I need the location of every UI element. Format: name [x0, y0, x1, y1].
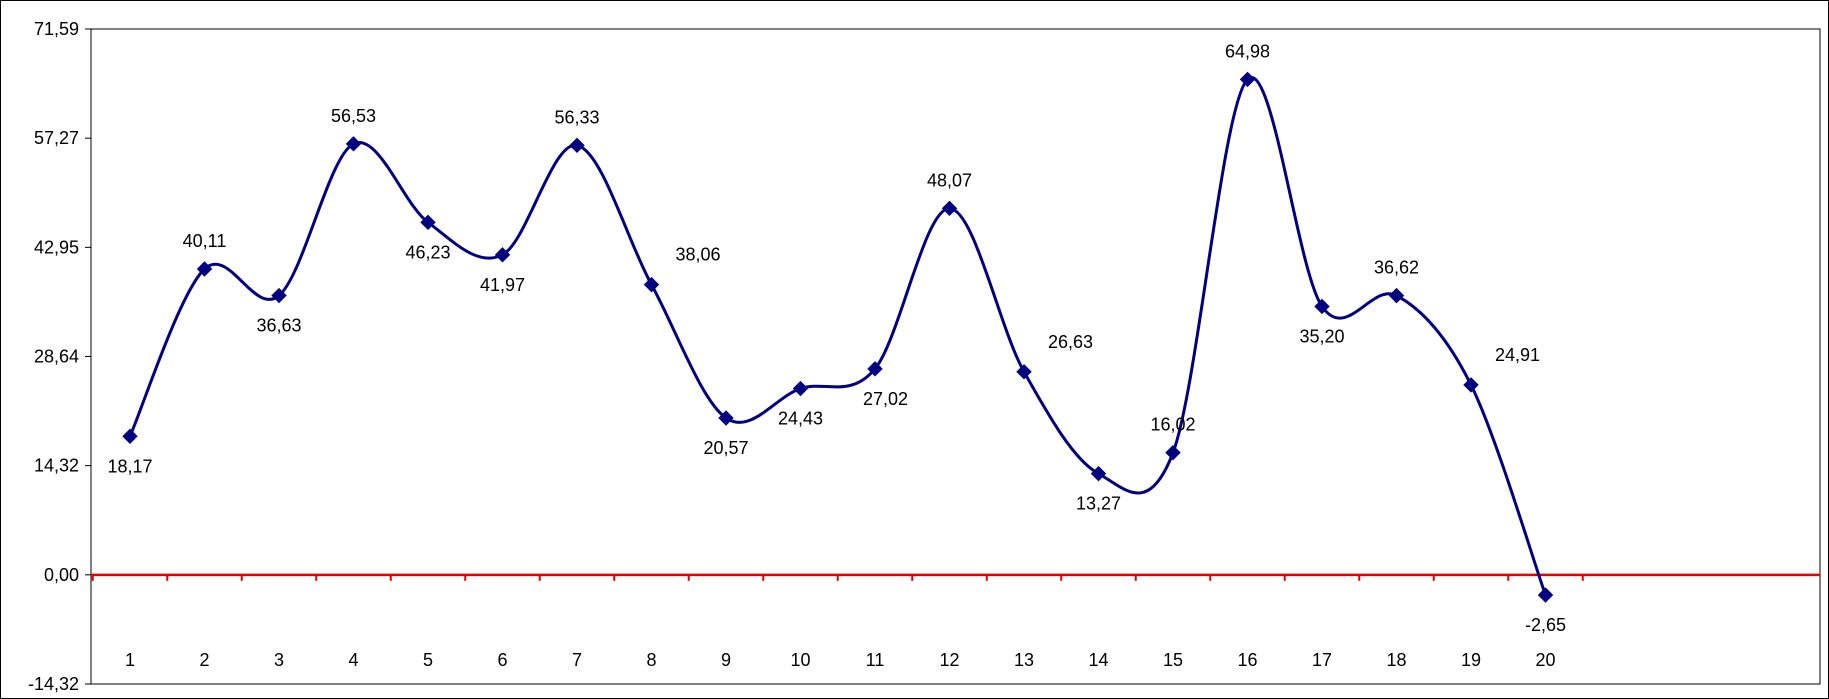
y-tick-label: 14,32	[34, 456, 79, 476]
data-label: 26,63	[1048, 332, 1093, 352]
series-layer	[122, 71, 1554, 603]
data-point-marker	[941, 200, 958, 217]
data-label: 56,53	[331, 106, 376, 126]
data-label: 64,98	[1225, 41, 1270, 61]
data-point-marker	[867, 361, 883, 377]
data-point-marker	[1463, 377, 1479, 393]
data-label: 36,62	[1374, 258, 1419, 278]
data-point-marker	[718, 410, 734, 426]
data-point-marker	[1016, 364, 1032, 380]
data-label: 27,02	[863, 389, 908, 409]
data-point-marker	[494, 247, 511, 263]
data-point-marker	[1239, 71, 1256, 88]
y-tick-label: -14,32	[28, 674, 79, 694]
data-point-marker	[420, 214, 436, 231]
data-point-marker	[122, 428, 138, 444]
x-tick-label: 4	[348, 650, 358, 670]
x-tick-label: 3	[274, 650, 284, 670]
y-tick-label: 42,95	[34, 237, 79, 257]
y-tick-label: 57,27	[34, 128, 79, 148]
data-point-marker	[1090, 465, 1107, 482]
data-label: 48,07	[927, 170, 972, 190]
data-label: 36,63	[256, 316, 301, 336]
data-label: 24,91	[1495, 345, 1540, 365]
data-point-marker	[1314, 298, 1330, 315]
data-point-marker	[345, 136, 362, 152]
data-point-marker	[643, 276, 660, 293]
data-label: 56,33	[554, 107, 599, 127]
data-label: 18,17	[107, 456, 152, 476]
data-label: 16,02	[1150, 415, 1195, 435]
x-tick-label: 5	[423, 650, 433, 670]
x-tick-label: 13	[1014, 650, 1034, 670]
x-tick-label: 15	[1163, 650, 1183, 670]
y-tick-label: 28,64	[34, 346, 79, 366]
x-tick-label: 6	[497, 650, 507, 670]
data-point-marker	[1388, 287, 1405, 304]
data-label: -2,65	[1525, 615, 1566, 635]
x-tick-label: 14	[1088, 650, 1108, 670]
data-label: 40,11	[183, 231, 227, 251]
x-tick-label: 16	[1237, 650, 1257, 670]
data-label: 41,97	[480, 275, 525, 295]
x-tick-label: 20	[1535, 650, 1555, 670]
x-tick-label: 18	[1386, 650, 1406, 670]
x-tick-label: 8	[646, 650, 656, 670]
data-point-marker	[196, 261, 213, 277]
x-tick-label: 10	[790, 650, 810, 670]
x-tick-label: 19	[1461, 650, 1481, 670]
x-tick-label: 17	[1312, 650, 1332, 670]
data-label: 13,27	[1076, 494, 1121, 514]
data-label: 20,57	[703, 438, 748, 458]
data-labels-layer: 18,17 40,11 36,63 56,53 46,23 41,97 56,33 38,06…	[107, 41, 1566, 635]
data-point-marker	[1537, 587, 1554, 603]
data-point-marker	[569, 137, 585, 154]
data-point-marker	[1165, 444, 1181, 461]
x-tick-label: 1	[125, 650, 135, 670]
data-point-marker	[792, 380, 809, 397]
data-label: 46,23	[405, 242, 450, 262]
x-tick-label: 7	[572, 650, 582, 670]
plot-area-border	[90, 28, 1821, 685]
x-tick-label: 2	[199, 650, 209, 670]
data-label: 38,06	[676, 245, 721, 265]
x-tick-label: 12	[939, 650, 959, 670]
data-label: 24,43	[778, 409, 823, 429]
series-line	[128, 75, 1547, 596]
data-label: 35,20	[1299, 326, 1344, 346]
x-tick-label: 9	[721, 650, 731, 670]
x-tick-label: 11	[866, 650, 885, 670]
y-tick-label: 71,59	[34, 19, 79, 39]
data-point-marker	[271, 287, 287, 304]
y-tick-label: 0,00	[44, 565, 79, 585]
